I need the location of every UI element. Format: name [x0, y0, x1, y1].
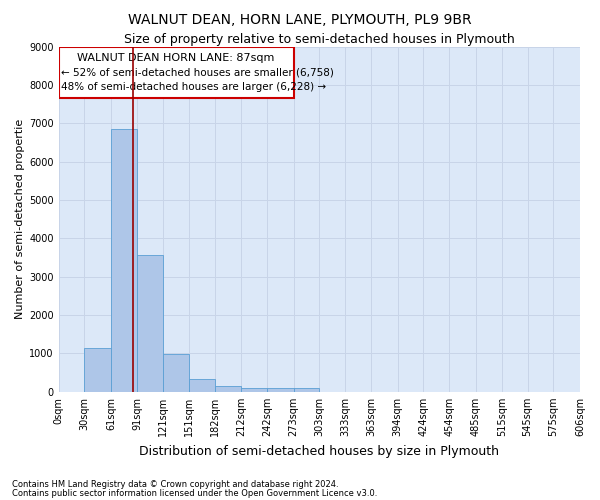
Text: Contains HM Land Registry data © Crown copyright and database right 2024.: Contains HM Land Registry data © Crown c…	[12, 480, 338, 489]
Bar	[85, 348, 111, 392]
Bar	[111, 129, 137, 392]
Text: WALNUT DEAN HORN LANE: 87sqm: WALNUT DEAN HORN LANE: 87sqm	[77, 53, 275, 63]
Y-axis label: Number of semi-detached propertie: Number of semi-detached propertie	[15, 119, 25, 320]
Text: WALNUT DEAN, HORN LANE, PLYMOUTH, PL9 9BR: WALNUT DEAN, HORN LANE, PLYMOUTH, PL9 9B…	[128, 12, 472, 26]
Text: 48% of semi-detached houses are larger (6,228) →: 48% of semi-detached houses are larger (…	[61, 82, 326, 92]
Bar	[59, 46, 293, 98]
Bar	[188, 379, 215, 392]
Bar	[215, 386, 241, 392]
X-axis label: Distribution of semi-detached houses by size in Plymouth: Distribution of semi-detached houses by …	[139, 444, 499, 458]
Bar	[241, 388, 267, 392]
Bar	[137, 256, 163, 392]
Bar	[267, 388, 293, 392]
Bar	[163, 354, 188, 392]
Text: ← 52% of semi-detached houses are smaller (6,758): ← 52% of semi-detached houses are smalle…	[61, 68, 334, 78]
Bar	[293, 388, 319, 392]
Title: Size of property relative to semi-detached houses in Plymouth: Size of property relative to semi-detach…	[124, 32, 515, 46]
Text: Contains public sector information licensed under the Open Government Licence v3: Contains public sector information licen…	[12, 488, 377, 498]
